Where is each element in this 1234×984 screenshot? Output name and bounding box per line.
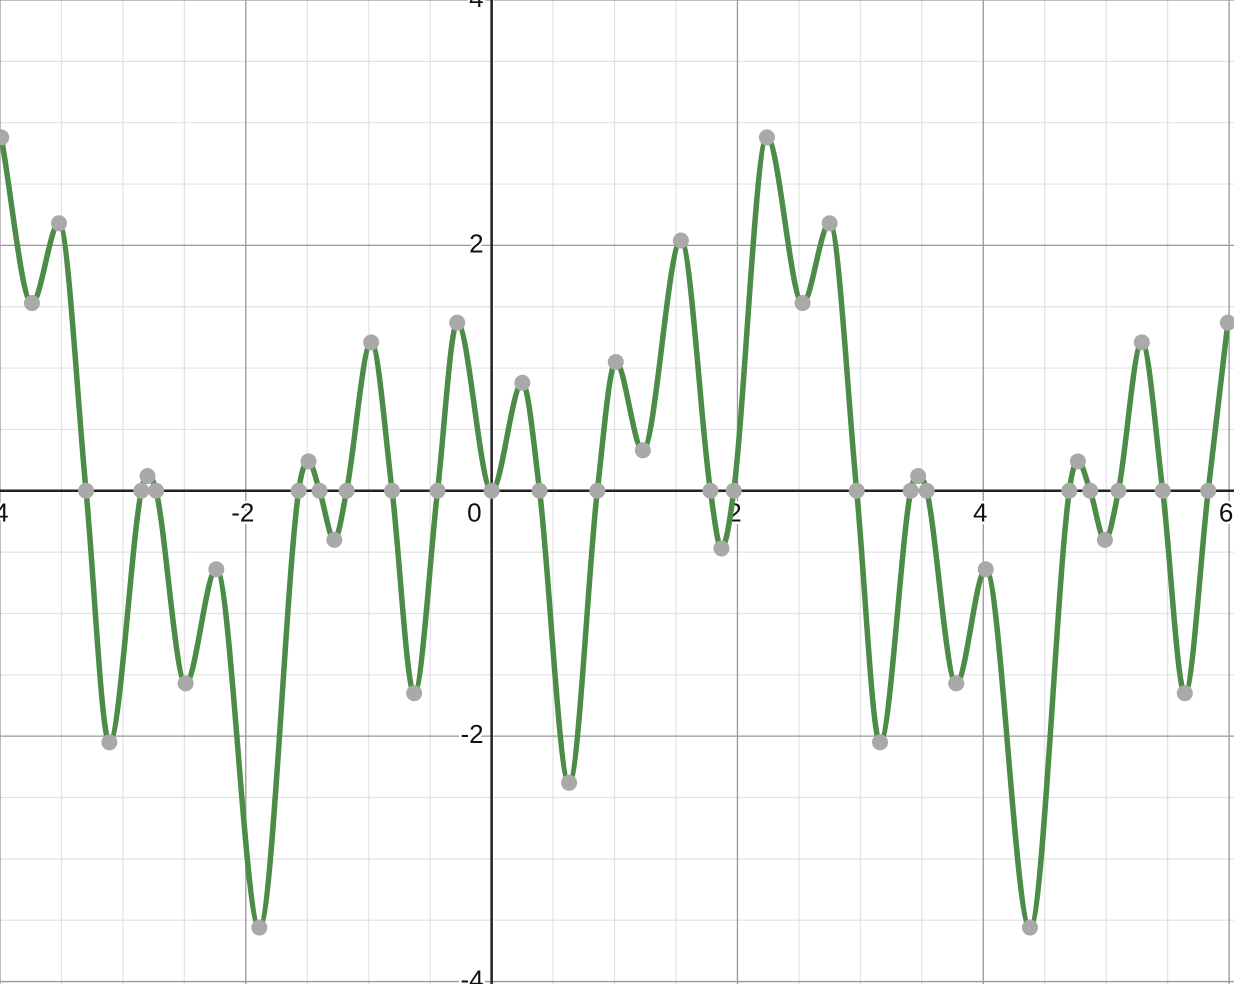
- point: [918, 482, 935, 499]
- point: [101, 734, 118, 751]
- point: [1133, 334, 1150, 351]
- point: [1110, 482, 1127, 499]
- point: [702, 482, 719, 499]
- point: [561, 774, 578, 791]
- point: [725, 482, 742, 499]
- point: [1200, 482, 1217, 499]
- point: [326, 531, 343, 548]
- point: [514, 374, 531, 391]
- point: [713, 540, 730, 557]
- x-tick-label: 4: [973, 498, 987, 528]
- point: [449, 314, 466, 331]
- point: [1096, 531, 1113, 548]
- point: [531, 482, 548, 499]
- point: [1176, 685, 1193, 702]
- point: [758, 129, 775, 146]
- point: [139, 468, 156, 485]
- point: [23, 295, 40, 312]
- y-tick-label: -4: [461, 964, 484, 984]
- point: [1069, 453, 1086, 470]
- point: [311, 482, 328, 499]
- point: [148, 482, 165, 499]
- point: [1082, 482, 1099, 499]
- point: [406, 685, 423, 702]
- point: [910, 468, 927, 485]
- y-tick-label: -2: [461, 719, 484, 749]
- point: [133, 482, 150, 499]
- point: [290, 482, 307, 499]
- x-tick-label: 0: [467, 498, 481, 528]
- point: [363, 334, 380, 351]
- point: [948, 675, 965, 692]
- point: [1061, 482, 1078, 499]
- point: [821, 215, 838, 232]
- point: [300, 453, 317, 470]
- point: [338, 482, 355, 499]
- point: [208, 561, 225, 578]
- point: [1154, 482, 1171, 499]
- point: [0, 129, 10, 146]
- point: [607, 353, 624, 370]
- point: [672, 232, 689, 249]
- point: [483, 482, 500, 499]
- point: [78, 482, 95, 499]
- point: [384, 482, 401, 499]
- point: [429, 482, 446, 499]
- x-tick-label: -4: [0, 498, 9, 528]
- point: [1021, 919, 1038, 936]
- point: [1219, 314, 1234, 331]
- x-tick-label: 6: [1219, 498, 1233, 528]
- point: [251, 919, 268, 936]
- point: [872, 734, 889, 751]
- y-tick-label: 4: [469, 0, 483, 13]
- point: [848, 482, 865, 499]
- point: [50, 215, 67, 232]
- point: [902, 482, 919, 499]
- x-tick-label: -2: [231, 498, 254, 528]
- point: [634, 442, 651, 459]
- point: [177, 675, 194, 692]
- point: [589, 482, 606, 499]
- point: [794, 295, 811, 312]
- point: [977, 561, 994, 578]
- y-tick-label: 2: [469, 228, 483, 258]
